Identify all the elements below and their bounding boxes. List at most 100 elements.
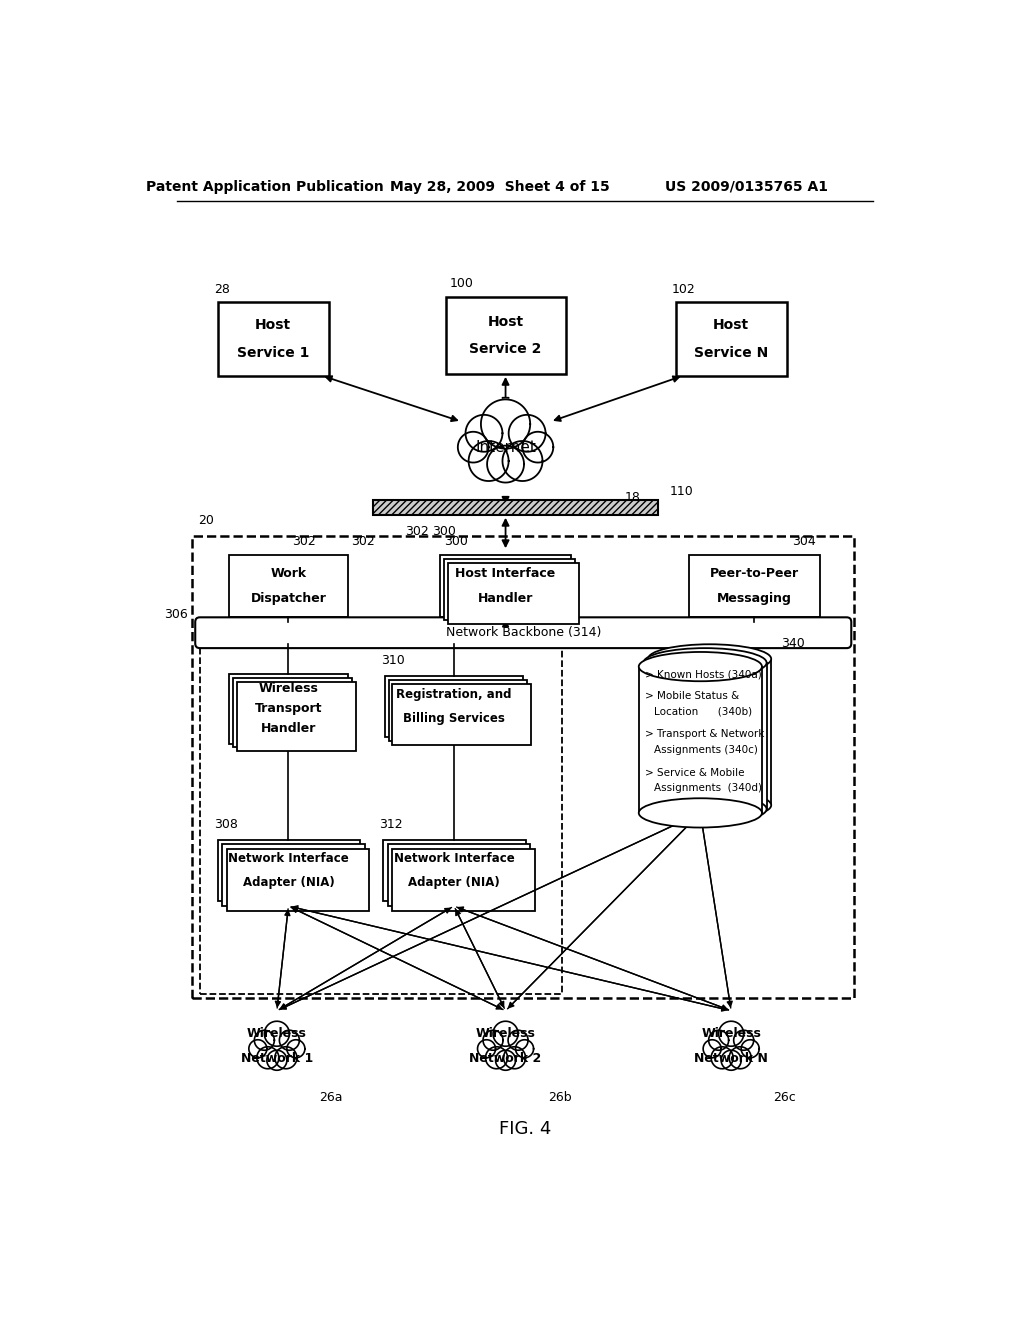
- Bar: [237, 682, 356, 751]
- Polygon shape: [503, 441, 543, 480]
- Polygon shape: [469, 441, 509, 480]
- Polygon shape: [711, 1047, 733, 1069]
- Text: US 2009/0135765 A1: US 2009/0135765 A1: [665, 180, 828, 194]
- Bar: [217, 302, 330, 376]
- Ellipse shape: [639, 652, 762, 681]
- Text: Peer-to-Peer: Peer-to-Peer: [710, 566, 799, 579]
- Text: Handler: Handler: [261, 722, 316, 735]
- Polygon shape: [481, 400, 530, 449]
- Polygon shape: [287, 1040, 305, 1057]
- Polygon shape: [466, 414, 503, 451]
- Bar: [388, 680, 527, 742]
- Polygon shape: [741, 1040, 759, 1057]
- Text: Service 2: Service 2: [469, 342, 542, 356]
- Bar: [200, 647, 562, 994]
- Polygon shape: [709, 1030, 729, 1051]
- Text: Assignments (340c): Assignments (340c): [654, 744, 758, 755]
- Bar: [444, 558, 574, 620]
- Text: Wireless: Wireless: [247, 1027, 307, 1040]
- Text: 304: 304: [793, 535, 816, 548]
- Text: Network Interface: Network Interface: [228, 851, 349, 865]
- Text: 28: 28: [214, 282, 229, 296]
- Text: Network Backbone (314): Network Backbone (314): [445, 626, 601, 639]
- Bar: [689, 554, 819, 616]
- Bar: [217, 840, 360, 902]
- Polygon shape: [264, 1022, 290, 1047]
- Text: 302: 302: [406, 525, 429, 539]
- Text: Service 1: Service 1: [237, 346, 309, 360]
- Bar: [383, 840, 525, 902]
- Text: 26c: 26c: [773, 1092, 797, 1105]
- Text: Host: Host: [487, 314, 523, 329]
- Ellipse shape: [643, 795, 767, 824]
- Text: Location      (340b): Location (340b): [654, 706, 753, 717]
- Text: Network Interface: Network Interface: [393, 851, 514, 865]
- Polygon shape: [496, 1051, 515, 1071]
- Text: Wireless: Wireless: [475, 1027, 536, 1040]
- Polygon shape: [280, 1030, 299, 1051]
- Text: FIG. 4: FIG. 4: [499, 1119, 551, 1138]
- Polygon shape: [504, 1047, 525, 1069]
- Text: Patent Application Publication: Patent Application Publication: [146, 180, 384, 194]
- Polygon shape: [254, 1030, 274, 1051]
- Text: Host: Host: [713, 318, 750, 333]
- Text: > Transport & Network: > Transport & Network: [645, 730, 764, 739]
- Text: Dispatcher: Dispatcher: [251, 591, 327, 605]
- Polygon shape: [481, 400, 530, 449]
- Text: 300: 300: [432, 525, 457, 539]
- Polygon shape: [729, 1047, 752, 1069]
- Polygon shape: [733, 1030, 754, 1051]
- Polygon shape: [274, 1047, 297, 1069]
- Text: 308: 308: [214, 818, 238, 832]
- Text: Adapter (NIA): Adapter (NIA): [409, 876, 500, 890]
- Text: Wireless: Wireless: [701, 1027, 761, 1040]
- Bar: [446, 297, 565, 374]
- Text: 26b: 26b: [548, 1092, 571, 1105]
- Polygon shape: [508, 1030, 528, 1051]
- Text: > Service & Mobile: > Service & Mobile: [645, 768, 744, 777]
- Ellipse shape: [643, 648, 767, 677]
- Bar: [643, 663, 767, 809]
- Text: > Mobile Status &: > Mobile Status &: [645, 690, 739, 701]
- Text: Wireless: Wireless: [258, 682, 318, 696]
- Polygon shape: [267, 1051, 287, 1071]
- Polygon shape: [487, 446, 524, 483]
- Text: 100: 100: [451, 277, 474, 289]
- Text: Internet: Internet: [475, 440, 536, 454]
- Bar: [385, 676, 523, 738]
- Text: Messaging: Messaging: [717, 591, 792, 605]
- Text: Host: Host: [255, 318, 291, 333]
- Polygon shape: [503, 441, 543, 480]
- Bar: [222, 845, 365, 906]
- Bar: [193, 536, 854, 998]
- Polygon shape: [483, 1030, 503, 1051]
- Text: Network 2: Network 2: [469, 1052, 542, 1065]
- Bar: [392, 849, 535, 911]
- Bar: [447, 562, 579, 624]
- Polygon shape: [469, 441, 509, 480]
- Text: Registration, and: Registration, and: [396, 688, 512, 701]
- Text: May 28, 2009  Sheet 4 of 15: May 28, 2009 Sheet 4 of 15: [390, 180, 610, 194]
- Polygon shape: [493, 1022, 518, 1047]
- Bar: [233, 678, 352, 747]
- Bar: [226, 849, 370, 911]
- Polygon shape: [477, 1040, 496, 1057]
- Bar: [440, 554, 571, 616]
- Text: Host Interface: Host Interface: [456, 566, 556, 579]
- Polygon shape: [515, 1040, 534, 1057]
- Polygon shape: [703, 1040, 721, 1057]
- Text: 340: 340: [781, 638, 805, 649]
- Text: Handler: Handler: [478, 591, 534, 605]
- Text: 306: 306: [165, 607, 188, 620]
- Polygon shape: [522, 432, 553, 462]
- Bar: [392, 684, 531, 744]
- Polygon shape: [249, 1040, 267, 1057]
- Text: 300: 300: [444, 535, 468, 548]
- Text: Work: Work: [270, 566, 306, 579]
- Text: 110: 110: [670, 486, 693, 499]
- Bar: [676, 302, 787, 376]
- Text: Assignments  (340d): Assignments (340d): [654, 783, 762, 793]
- Text: 20: 20: [199, 513, 214, 527]
- Text: > Known Hosts (340a): > Known Hosts (340a): [645, 669, 762, 680]
- Ellipse shape: [648, 644, 771, 673]
